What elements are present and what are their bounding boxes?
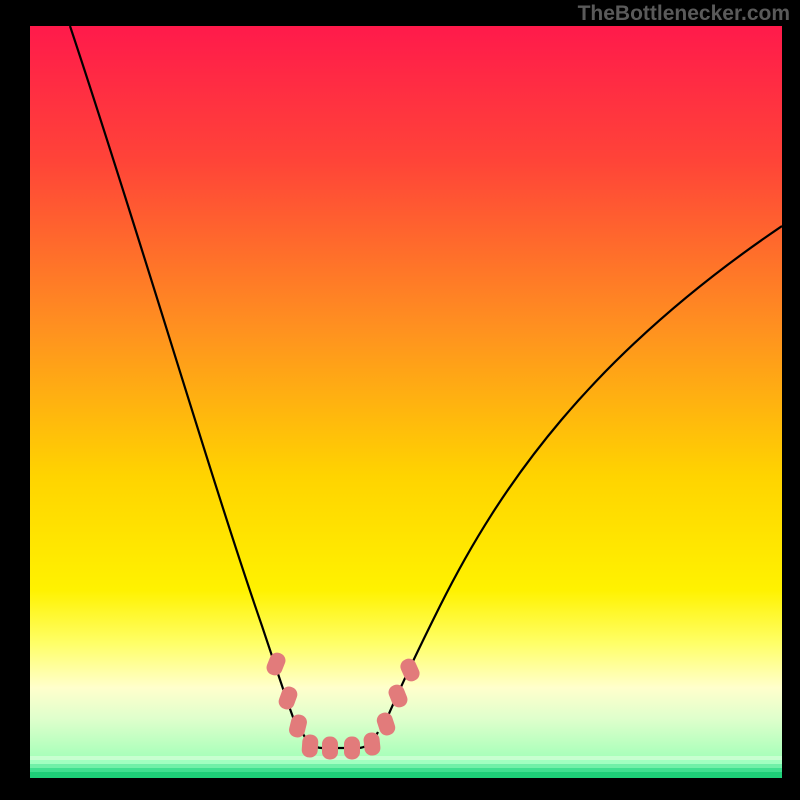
curve-marker — [345, 737, 360, 759]
watermark-text: TheBottlenecker.com — [578, 2, 790, 26]
curve-marker — [363, 732, 380, 755]
curve-left — [70, 26, 298, 730]
curve-marker — [399, 657, 422, 683]
chart-plot-area — [30, 26, 782, 778]
curve-marker — [323, 737, 338, 759]
curve-marker — [302, 735, 318, 758]
curve-right — [382, 226, 782, 730]
curve-marker — [265, 651, 287, 677]
curve-marker — [277, 685, 299, 711]
curve-marker — [387, 683, 409, 709]
curve-marker — [288, 714, 308, 739]
bottleneck-curve-svg — [30, 26, 782, 778]
